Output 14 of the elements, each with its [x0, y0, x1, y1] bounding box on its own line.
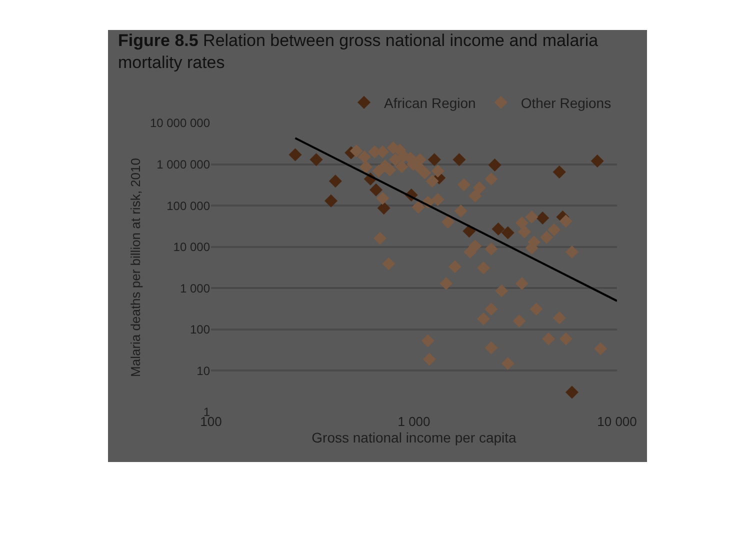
x-tick-label: 10 000 [597, 414, 637, 429]
x-tick-label: 1 000 [398, 414, 430, 429]
y-tick-label: 10 [196, 364, 210, 378]
y-tick-label: 100 [190, 322, 210, 337]
y-tick-label: 10 000 [173, 240, 210, 254]
y-axis-title: Malaria deaths per billion at risk, 2010 [128, 158, 143, 377]
x-axis-title: Gross national income per capita [312, 429, 517, 446]
legend-label: African Region [384, 94, 476, 111]
legend-label: Other Regions [520, 94, 612, 111]
y-tick-label: 100 000 [166, 198, 210, 213]
y-tick-label: 1 000 [180, 281, 210, 296]
y-tick-label: 10 000 000 [150, 116, 210, 130]
y-tick-label: 1 000 000 [156, 157, 210, 172]
chart-title: Figure 8.5 Relation between gross national income and malaria mortality rates [118, 31, 599, 72]
